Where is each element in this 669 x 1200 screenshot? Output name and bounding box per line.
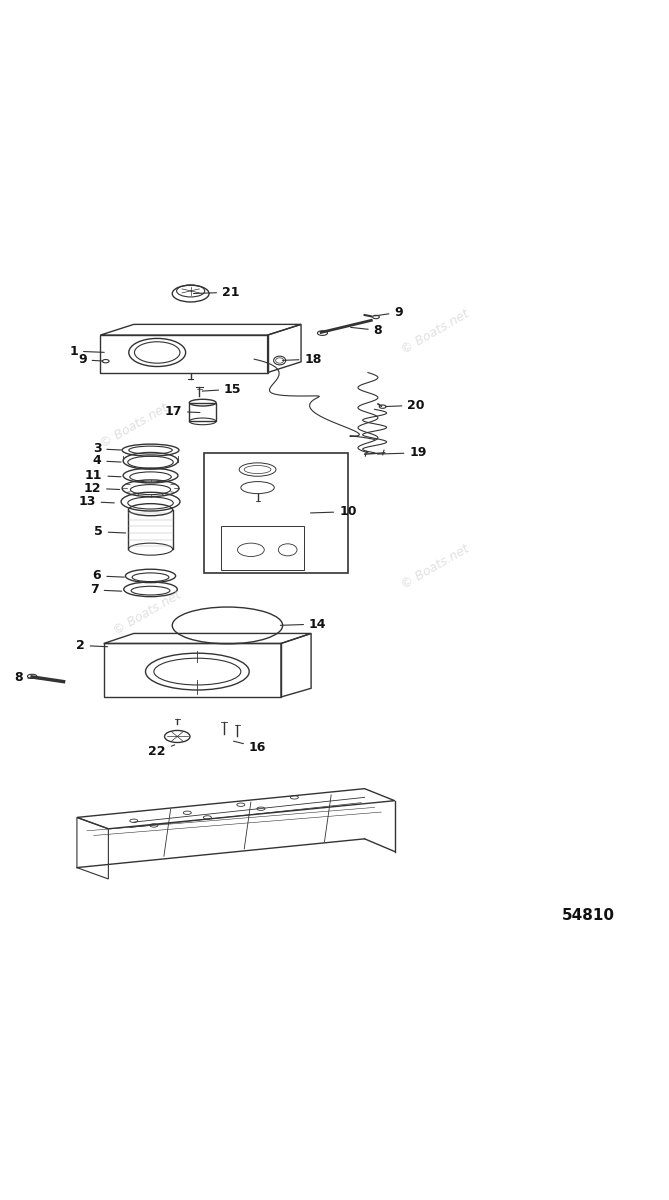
Text: 8: 8 (14, 671, 41, 684)
Text: 11: 11 (85, 469, 121, 482)
Text: 22: 22 (149, 745, 175, 758)
Text: 5: 5 (94, 526, 126, 539)
Text: 9: 9 (78, 353, 103, 366)
Text: 13: 13 (78, 496, 114, 508)
Text: 16: 16 (233, 740, 266, 754)
Text: 12: 12 (84, 481, 120, 494)
Text: 18: 18 (282, 353, 322, 366)
Text: 9: 9 (375, 306, 403, 319)
Text: 17: 17 (165, 404, 200, 418)
Text: 2: 2 (76, 638, 108, 652)
Text: 1: 1 (69, 344, 104, 358)
Text: 21: 21 (193, 286, 240, 299)
Text: 19: 19 (377, 446, 427, 460)
Text: 20: 20 (385, 398, 425, 412)
Text: 3: 3 (93, 443, 121, 455)
Text: 7: 7 (90, 583, 122, 596)
Text: © Boats.net: © Boats.net (399, 307, 471, 358)
Text: 4: 4 (92, 455, 121, 467)
Text: 15: 15 (202, 383, 242, 396)
Text: © Boats.net: © Boats.net (399, 542, 471, 592)
Text: 14: 14 (280, 618, 326, 630)
Text: © Boats.net: © Boats.net (98, 401, 170, 451)
Bar (189, 403, 216, 421)
Text: 54810: 54810 (562, 908, 615, 923)
Text: © Boats.net: © Boats.net (111, 589, 183, 638)
Text: 10: 10 (310, 505, 357, 518)
Text: 8: 8 (351, 324, 382, 337)
Bar (204, 452, 348, 574)
Text: 6: 6 (93, 570, 124, 582)
